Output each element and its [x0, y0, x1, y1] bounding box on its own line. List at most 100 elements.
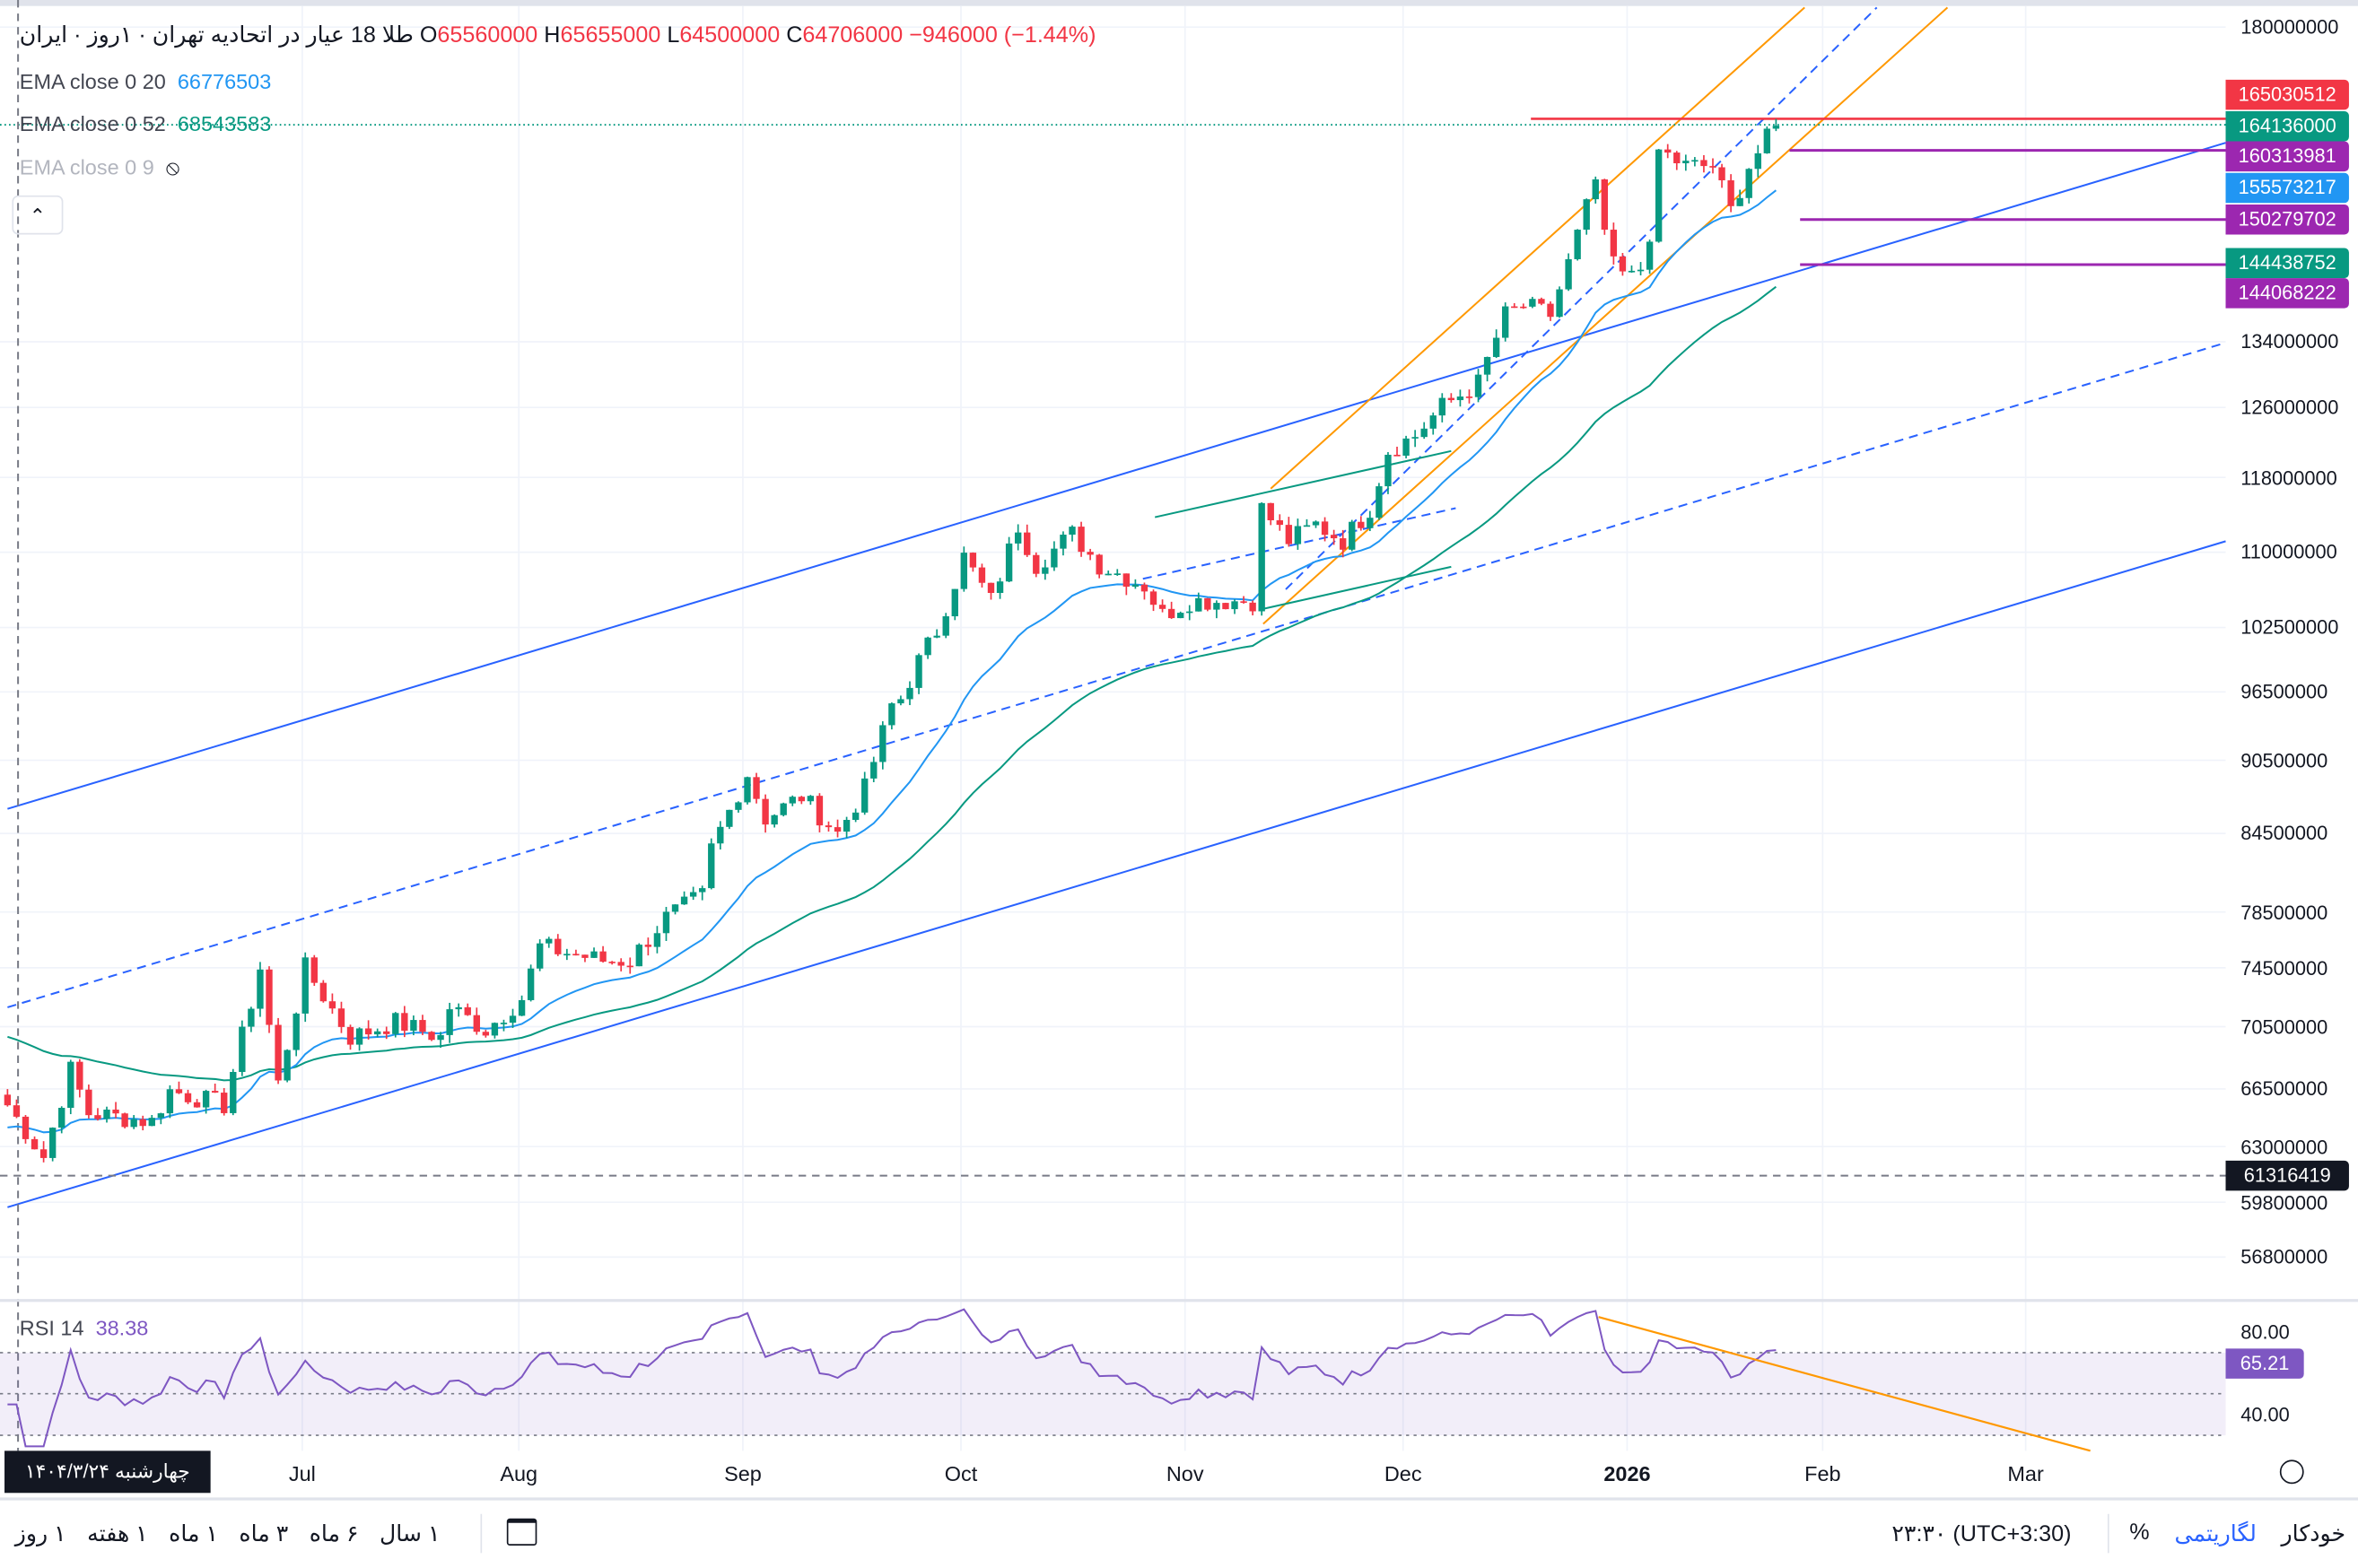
- candle-body: [1646, 241, 1654, 270]
- candle-body: [1294, 526, 1302, 544]
- candle: [39, 1141, 48, 1163]
- channel-lower-line[interactable]: [7, 540, 2226, 1208]
- candle-body: [699, 888, 706, 893]
- log-toggle[interactable]: لگاریتمی: [2174, 1521, 2257, 1547]
- date-range-icon[interactable]: [506, 1518, 537, 1546]
- eye-hidden-icon[interactable]: ⦸: [165, 154, 180, 179]
- price-axis-label: 96500000: [2240, 680, 2328, 703]
- candle-body: [1565, 258, 1572, 290]
- collapse-legend-button[interactable]: ⌃: [12, 195, 64, 235]
- drawings[interactable]: [0, 0, 2226, 1451]
- candle: [1005, 536, 1013, 582]
- symbol-title: طلا 18 عیار در اتحادیه تهران · ۱روز · ای…: [19, 22, 414, 48]
- candle-body: [924, 637, 931, 656]
- close-value: 64706000: [802, 22, 904, 48]
- candle: [1429, 412, 1437, 435]
- orange-channel-mid[interactable]: [1285, 6, 1878, 590]
- blue-trend-short[interactable]: [1142, 507, 1456, 580]
- candle-body: [1628, 270, 1636, 273]
- candle-body: [1610, 230, 1618, 257]
- candle-body: [157, 1113, 165, 1119]
- candle: [1060, 531, 1067, 556]
- candle: [1682, 154, 1690, 171]
- candle: [1267, 502, 1274, 526]
- auto-toggle[interactable]: خودکار: [2281, 1521, 2346, 1547]
- candle: [1637, 262, 1645, 275]
- candle-body: [735, 802, 742, 810]
- candle-body: [1438, 397, 1445, 416]
- candle: [239, 1020, 246, 1076]
- ema9-legend[interactable]: EMA close 0 9 ⦸: [20, 155, 179, 180]
- candle-body: [1556, 289, 1563, 318]
- candle: [635, 943, 642, 967]
- candle: [1078, 521, 1085, 557]
- candle-body: [555, 938, 562, 954]
- candle-body: [546, 938, 553, 944]
- candle: [546, 936, 553, 948]
- candle: [1176, 611, 1184, 619]
- candle: [996, 578, 1004, 599]
- candle-body: [1736, 197, 1743, 206]
- candle-body: [1222, 603, 1229, 610]
- candle: [1213, 600, 1220, 619]
- candle-body: [166, 1089, 174, 1114]
- candle: [337, 1001, 345, 1033]
- candle: [446, 1002, 453, 1043]
- candle-body: [861, 778, 869, 813]
- candle-body: [717, 826, 724, 844]
- candle-body: [337, 1008, 345, 1027]
- range-button[interactable]: ۱ سال: [379, 1521, 441, 1547]
- candle: [1114, 569, 1121, 576]
- green-trend-upper[interactable]: [1154, 449, 1452, 518]
- orange-channel-lower[interactable]: [1262, 6, 1949, 625]
- candle: [1204, 597, 1211, 612]
- candle-body: [906, 687, 913, 700]
- candle: [1583, 198, 1590, 235]
- green-trend-lower[interactable]: [1262, 565, 1452, 610]
- candle: [230, 1068, 237, 1116]
- orange-channel-upper[interactable]: [1270, 6, 1805, 490]
- candle: [1258, 501, 1265, 616]
- candle: [211, 1084, 219, 1093]
- candle-body: [48, 1128, 57, 1158]
- range-button[interactable]: ۶ ماه: [309, 1521, 359, 1547]
- channel-upper-line[interactable]: [7, 142, 2226, 810]
- ema20-legend[interactable]: EMA close 0 20 66776503: [20, 69, 271, 93]
- percent-toggle[interactable]: %: [2129, 1520, 2150, 1546]
- candle: [184, 1089, 192, 1104]
- candle: [807, 795, 815, 806]
- price-axis-label: 59800000: [2240, 1190, 2328, 1214]
- range-selector: ۱ روز ۱ هفته ۱ ماه ۳ ماه ۶ ماه ۱ سال: [15, 1520, 441, 1546]
- candle: [1718, 163, 1725, 188]
- low-value: 64500000: [679, 22, 781, 48]
- candle-body: [1691, 160, 1699, 162]
- candle: [1042, 559, 1049, 580]
- range-button[interactable]: ۱ ماه: [169, 1521, 218, 1547]
- ema52-legend[interactable]: EMA close 0 52 68543583: [20, 111, 271, 135]
- candle-body: [653, 933, 661, 947]
- range-button[interactable]: ۱ هفته: [87, 1521, 148, 1547]
- channel-mid-line[interactable]: [7, 342, 2226, 1008]
- range-button[interactable]: ۱ روز: [14, 1521, 66, 1547]
- candle-body: [284, 1050, 291, 1081]
- candle-body: [39, 1149, 48, 1158]
- candle-body: [419, 1020, 426, 1032]
- settings-gear-icon[interactable]: [2279, 1459, 2304, 1485]
- candle-body: [834, 827, 842, 832]
- candle-body: [85, 1089, 92, 1116]
- candle-body: [816, 796, 824, 826]
- rsi-legend[interactable]: RSI 14 38.38: [20, 1316, 149, 1340]
- symbol-name: طلا 18 عیار در اتحادیه تهران: [152, 22, 414, 48]
- timezone-button[interactable]: ۲۳:۳۰ (UTC+3:30): [1891, 1521, 2072, 1547]
- range-button[interactable]: ۳ ماه: [239, 1521, 289, 1547]
- candle-body: [1114, 573, 1121, 575]
- candle-body: [103, 1109, 110, 1119]
- symbol-legend[interactable]: طلا 18 عیار در اتحادیه تهران · ۱روز · ای…: [20, 21, 1096, 48]
- candle-body: [581, 954, 589, 958]
- candle: [653, 926, 661, 954]
- candle-body: [94, 1115, 101, 1119]
- candle: [383, 1026, 390, 1040]
- rsi-trendline[interactable]: [1598, 1316, 2091, 1452]
- candle-body: [1042, 567, 1049, 574]
